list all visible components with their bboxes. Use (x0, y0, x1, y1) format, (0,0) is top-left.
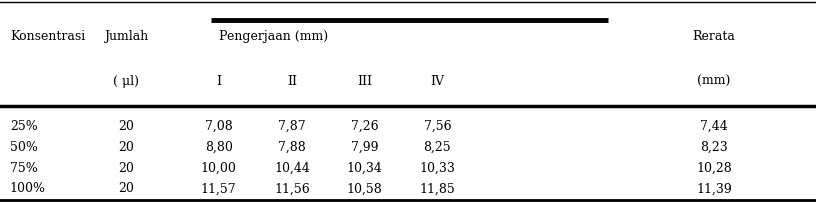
Text: 50%: 50% (10, 141, 38, 154)
Text: 8,23: 8,23 (700, 141, 728, 154)
Text: 7,56: 7,56 (424, 120, 451, 133)
Text: III: III (357, 75, 372, 88)
Text: II: II (287, 75, 297, 88)
Text: Jumlah: Jumlah (104, 30, 149, 43)
Text: 25%: 25% (10, 120, 38, 133)
Text: 20: 20 (118, 182, 135, 195)
Text: 8,80: 8,80 (205, 141, 233, 154)
Text: 10,34: 10,34 (347, 162, 383, 175)
Text: 100%: 100% (10, 182, 46, 195)
Text: 20: 20 (118, 141, 135, 154)
Text: 20: 20 (118, 120, 135, 133)
Text: 7,88: 7,88 (278, 141, 306, 154)
Text: 7,26: 7,26 (351, 120, 379, 133)
Text: 7,87: 7,87 (278, 120, 306, 133)
Text: 10,58: 10,58 (347, 182, 383, 195)
Text: 11,85: 11,85 (419, 182, 455, 195)
Text: Pengerjaan (mm): Pengerjaan (mm) (219, 30, 328, 43)
Text: 10,28: 10,28 (696, 162, 732, 175)
Text: Konsentrasi: Konsentrasi (10, 30, 85, 43)
Text: 20: 20 (118, 162, 135, 175)
Text: Rerata: Rerata (693, 30, 735, 43)
Text: 11,39: 11,39 (696, 182, 732, 195)
Text: 11,56: 11,56 (274, 182, 310, 195)
Text: 8,25: 8,25 (424, 141, 451, 154)
Text: 7,08: 7,08 (205, 120, 233, 133)
Text: 7,99: 7,99 (351, 141, 379, 154)
Text: I: I (216, 75, 221, 88)
Text: 10,44: 10,44 (274, 162, 310, 175)
Text: 75%: 75% (10, 162, 38, 175)
Text: (mm): (mm) (698, 75, 730, 88)
Text: 7,44: 7,44 (700, 120, 728, 133)
Text: 11,57: 11,57 (201, 182, 237, 195)
Text: IV: IV (430, 75, 445, 88)
Text: ( μl): ( μl) (113, 75, 140, 88)
Text: 10,33: 10,33 (419, 162, 455, 175)
Text: 10,00: 10,00 (201, 162, 237, 175)
